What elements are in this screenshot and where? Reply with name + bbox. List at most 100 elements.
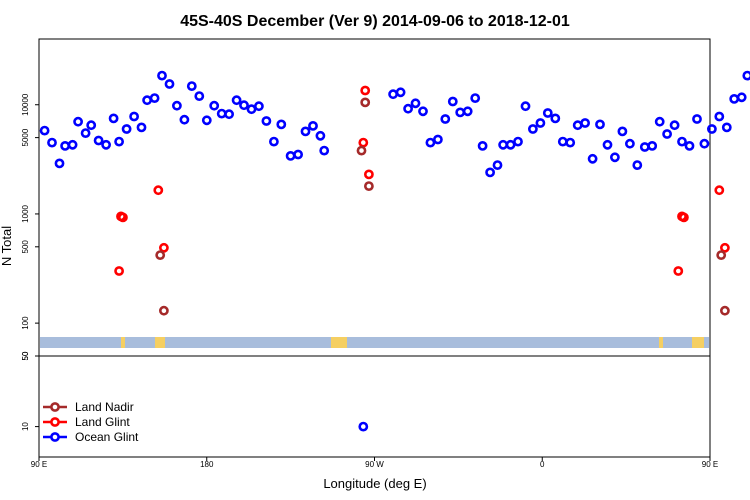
- ocean-glint-point: [677, 136, 687, 147]
- ocean-glint-point: [662, 129, 672, 139]
- land-glint-point: [358, 137, 369, 148]
- ocean-glint-point: [73, 116, 83, 127]
- ocean-glint-point: [492, 160, 503, 170]
- ocean-glint-point: [308, 121, 318, 131]
- ocean-glint-point: [513, 136, 523, 147]
- legend-marker-land-glint: [50, 417, 60, 427]
- ocean-glint-point: [505, 139, 516, 150]
- ocean-glint-point: [625, 138, 635, 149]
- ocean-glint-point: [617, 126, 628, 137]
- land-band: [155, 337, 165, 348]
- land-nadir-point: [716, 250, 727, 260]
- x-tick-label: 0: [540, 460, 545, 469]
- ocean-glint-point: [129, 111, 139, 122]
- lower-panel-frame: [38, 355, 711, 458]
- ocean-glint-point: [60, 140, 70, 151]
- land-glint-point: [363, 169, 374, 180]
- ocean-glint-point: [602, 139, 613, 150]
- ocean-glint-point: [528, 124, 538, 134]
- ocean-glint-point: [477, 140, 488, 151]
- land-glint-point: [114, 266, 124, 276]
- land-glint-point: [720, 242, 730, 253]
- y-axis-upper: 50 100 500 1000 5000 10000: [21, 93, 39, 360]
- ocean-glint-point: [550, 113, 561, 124]
- ocean-glint-point: [535, 118, 546, 128]
- ocean-glint-point: [632, 160, 643, 170]
- legend-marker-ocean-glint: [50, 432, 60, 442]
- land-glint-point: [158, 242, 169, 253]
- ocean-glint-point: [447, 96, 458, 107]
- ocean-glint-point: [209, 100, 220, 111]
- ocean-glint-point: [395, 87, 406, 98]
- ocean-glint-point: [736, 92, 747, 103]
- y-axis-lower: 10 50: [21, 351, 39, 431]
- ocean-glint-point: [201, 115, 212, 126]
- land-glint-point: [673, 266, 684, 276]
- ocean-glint-point: [455, 107, 466, 118]
- ocean-glint-point: [194, 91, 205, 101]
- ocean-glint-point: [610, 152, 620, 163]
- ocean-glint-point: [587, 153, 598, 164]
- data-points: [39, 70, 750, 432]
- land-glint-point: [118, 212, 128, 223]
- x-tick-label: 90 E: [31, 460, 47, 469]
- ocean-glint-point: [157, 70, 167, 81]
- ocean-glint-point: [253, 101, 264, 112]
- ocean-glint-point: [462, 106, 473, 117]
- y-tick-label: 50: [21, 351, 30, 360]
- ocean-glint-point: [707, 124, 717, 134]
- ocean-glint-point: [142, 95, 152, 106]
- ocean-glint-point: [647, 140, 658, 151]
- land-nadir-point: [720, 305, 730, 316]
- ocean-glint-point: [565, 137, 576, 148]
- ocean-glint-point: [580, 118, 590, 128]
- ocean-glint-point: [224, 109, 234, 120]
- ocean-glint-point: [557, 136, 568, 147]
- land-band: [659, 337, 663, 348]
- ocean-glint-point: [293, 149, 303, 160]
- land-glint-point: [714, 185, 725, 196]
- ocean-glint-point: [149, 93, 160, 103]
- ocean-glint-point: [485, 167, 495, 178]
- ocean-glint-point: [39, 125, 50, 136]
- ocean-glint-point: [692, 114, 702, 124]
- land-glint-point: [360, 85, 371, 96]
- ocean-glint-point: [721, 122, 732, 133]
- ocean-glint-point: [654, 116, 665, 127]
- ocean-glint-point: [388, 89, 398, 100]
- ocean-glint-point: [669, 120, 680, 131]
- ocean-glint-point: [410, 98, 421, 109]
- y-tick-label: 5000: [21, 128, 30, 146]
- ocean-glint-point: [164, 79, 175, 89]
- legend-label-land-glint: Land Glint: [75, 415, 130, 429]
- x-tick-label: 90 W: [365, 460, 384, 469]
- ocean-glint-point: [300, 126, 311, 137]
- land-band: [331, 337, 347, 348]
- ocean-glint-point: [246, 104, 257, 115]
- ocean-glint-point: [186, 81, 197, 91]
- land-band: [121, 337, 125, 348]
- ocean-glint-point: [136, 122, 147, 133]
- ocean-glint-point: [315, 130, 326, 141]
- ocean-glint-point: [358, 421, 369, 432]
- y-tick-label: 100: [21, 316, 30, 330]
- y-tick-label: 50: [21, 351, 30, 360]
- ocean-glint-point: [418, 106, 428, 117]
- ocean-glint-point: [520, 101, 531, 112]
- ocean-glint-point: [403, 103, 413, 114]
- chart-title: 45S-40S December (Ver 9) 2014-09-06 to 2…: [180, 13, 570, 30]
- ocean-glint-point: [440, 114, 451, 124]
- ocean-glint-point: [684, 140, 695, 151]
- land-nadir-point: [158, 305, 169, 316]
- ocean-glint-point: [432, 134, 443, 145]
- legend-label-ocean-glint: Ocean Glint: [75, 430, 139, 444]
- ocean-glint-point: [54, 158, 65, 169]
- ocean-glint-point: [285, 150, 296, 161]
- land-nadir-point: [363, 181, 374, 191]
- y-tick-label: 10000: [21, 93, 30, 116]
- ocean-glint-point: [261, 116, 272, 126]
- ocean-glint-point: [699, 138, 710, 149]
- ocean-glint-point: [276, 119, 287, 130]
- ocean-glint-point: [470, 93, 481, 103]
